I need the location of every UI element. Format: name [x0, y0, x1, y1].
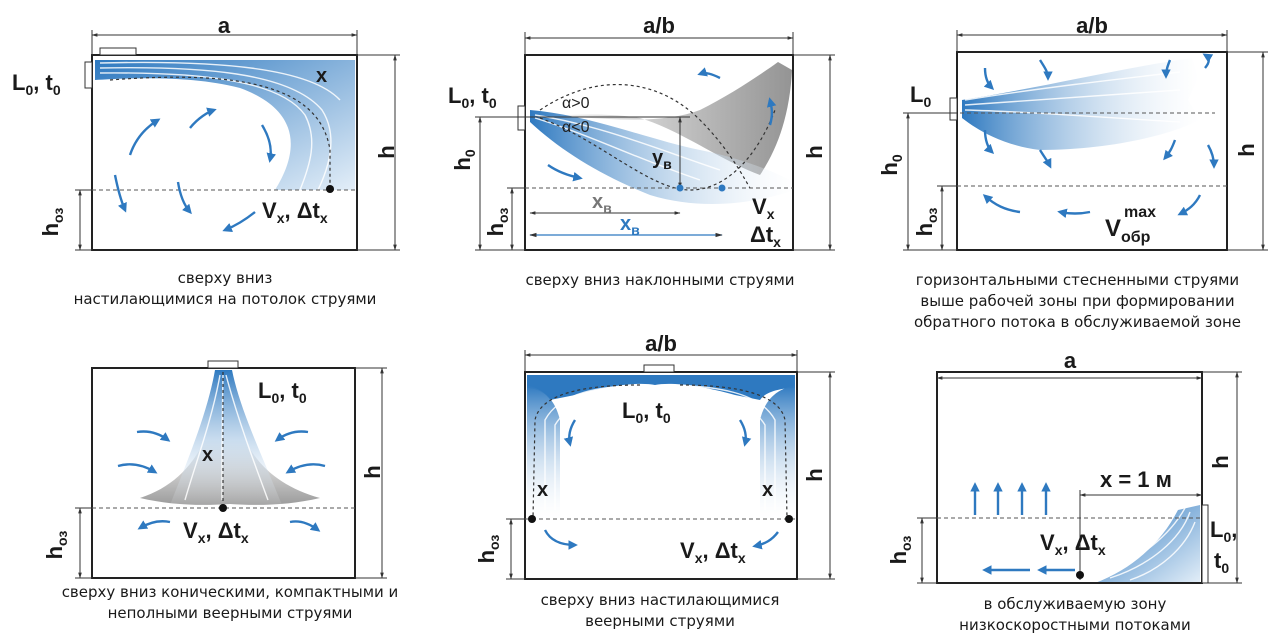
- caption-line: в обслуживаемую зону: [983, 595, 1167, 613]
- supply-label: L0,: [1210, 517, 1237, 545]
- caption-line: сверху вниз настилающимися: [540, 591, 780, 609]
- caption-panel-6: в обслуживаемую зону низкоскоростными по…: [935, 594, 1215, 636]
- xv-blue-label: xв: [620, 213, 640, 238]
- x-left-label: x: [537, 479, 548, 501]
- ceiling-diffuser: [643, 364, 675, 373]
- dim-h-label: h: [1234, 143, 1259, 156]
- blue-jet-down: [530, 110, 795, 205]
- dim-ab-label: a/b: [645, 331, 677, 356]
- wall-grille: [1201, 504, 1209, 584]
- alpha-negative: α<0: [562, 119, 590, 136]
- measure-point-left: [528, 515, 536, 523]
- x-label: x: [202, 444, 213, 466]
- room-outline: [936, 371, 1203, 584]
- supply-label: L0, t0: [448, 83, 497, 111]
- x-right-label: x: [762, 479, 773, 501]
- measure-label: Vx, Δtx: [680, 538, 746, 566]
- wall-grille: [949, 97, 958, 121]
- wall-grille: [517, 105, 526, 131]
- dim-hoz-label: hоз: [42, 531, 70, 560]
- wall-grille: [84, 61, 93, 89]
- measure-label: Vx, Δtx: [262, 198, 328, 226]
- dim-h0-label: h0: [450, 149, 478, 170]
- panel-6: [917, 371, 1242, 584]
- measure-point: [1076, 571, 1084, 579]
- x-label: x: [316, 65, 327, 87]
- x-equals-label: x = 1 м: [1100, 467, 1172, 492]
- vx-label: Vx: [752, 194, 775, 222]
- caption-line: низкоскоростными потоками: [959, 616, 1191, 634]
- dim-h-label: h: [1208, 455, 1233, 468]
- grey-jet-up: [530, 62, 792, 175]
- xv-grey-label: xв: [592, 191, 612, 216]
- dim-hoz-label: hоз: [886, 536, 914, 565]
- caption-panel-2: сверху вниз наклонными струями: [490, 270, 830, 291]
- ceiling-diffuser: [99, 47, 137, 56]
- vobr-sup-label: max: [1124, 204, 1156, 221]
- right-wall-jet: [760, 385, 795, 520]
- supply-label: L0: [910, 82, 931, 110]
- measure-label: Vx, Δtx: [183, 518, 249, 546]
- supply-t-label: t0: [1214, 548, 1229, 576]
- caption-line: сверху вниз коническими, компактными и: [61, 583, 399, 601]
- dim-h-label: h: [802, 468, 827, 481]
- dim-hoz-label: hоз: [474, 535, 502, 564]
- caption-line: сверху вниз наклонными струями: [525, 271, 795, 289]
- vobr-label: Vобр: [1105, 215, 1151, 246]
- supply-label: L0, t0: [12, 70, 61, 98]
- ceiling-diffuser: [207, 360, 239, 369]
- panel-2: [475, 32, 835, 251]
- yv-label: yв: [652, 147, 672, 172]
- dim-ab-label: a/b: [1076, 13, 1108, 38]
- caption-panel-1: сверху вниз настилающимися на потолок ст…: [60, 268, 390, 310]
- panel-5: [506, 350, 835, 580]
- measure-point: [326, 185, 334, 193]
- dim-hoz-label: hоз: [38, 208, 66, 237]
- caption-line: неполными веерными струями: [107, 604, 353, 622]
- panel-4: [75, 360, 387, 579]
- caption-line: сверху вниз: [177, 269, 273, 287]
- dim-h-label: h: [360, 465, 385, 478]
- horizontal-jet: [962, 58, 1200, 150]
- panel-1: [75, 30, 400, 251]
- measure-point-2: [718, 184, 726, 192]
- measure-label: Vx, Δtx: [1040, 530, 1106, 558]
- dtx-label: Δtx: [750, 222, 781, 250]
- dim-hoz-label: hоз: [483, 208, 511, 237]
- dim-h-label: h: [802, 145, 827, 158]
- dim-a-label: a: [218, 13, 231, 38]
- caption-line: выше рабочей зоны при формировании: [920, 292, 1235, 310]
- caption-panel-3: горизонтальными стесненными струями выше…: [880, 270, 1275, 333]
- dim-ab-label: a/b: [643, 13, 675, 38]
- caption-line: обратного потока в обслуживаемой зоне: [913, 313, 1242, 331]
- measure-point: [676, 184, 684, 192]
- panel-3: [903, 30, 1268, 251]
- measure-point: [219, 504, 227, 512]
- dim-h-label: h: [374, 145, 399, 158]
- alpha-positive: α>0: [562, 95, 590, 112]
- caption-line: горизонтальными стесненными струями: [915, 271, 1240, 289]
- measure-point-right: [785, 515, 793, 523]
- caption-line: настилающимися на потолок струями: [73, 290, 377, 308]
- supply-label: L0, t0: [622, 398, 671, 426]
- jet-plume: [95, 60, 355, 190]
- caption-panel-5: сверху вниз настилающимися веерными стру…: [500, 590, 820, 632]
- dim-hoz-label: hоз: [912, 208, 940, 237]
- dim-h0-label: h0: [877, 154, 905, 175]
- caption-line: веерными струями: [585, 612, 735, 630]
- supply-label: L0, t0: [258, 378, 307, 406]
- dim-a-label: a: [1064, 348, 1077, 373]
- conical-jet: [170, 370, 282, 505]
- caption-panel-4: сверху вниз коническими, компактными и н…: [20, 582, 440, 624]
- room-outline: [524, 54, 794, 251]
- ceiling-jet: [527, 375, 795, 400]
- room-outline: [956, 51, 1228, 251]
- room-outline: [91, 54, 358, 251]
